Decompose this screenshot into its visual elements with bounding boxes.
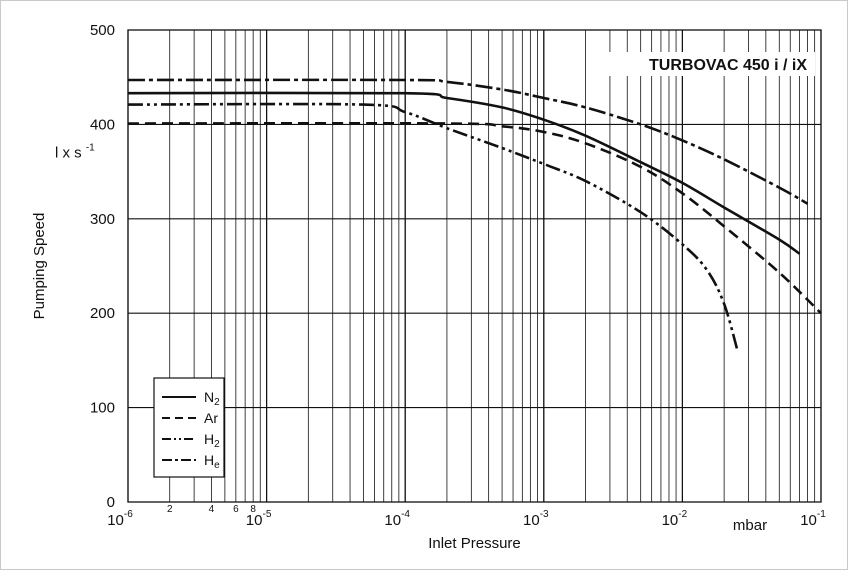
y-unit-exponent: -1 xyxy=(86,142,95,153)
legend-label-subscript: e xyxy=(214,460,220,471)
legend-label-base: Ar xyxy=(204,410,218,426)
x-tick-exponent: -5 xyxy=(262,509,271,520)
y-tick-label: 300 xyxy=(90,211,115,228)
y-unit-base: l x s xyxy=(55,144,82,161)
series-line-he xyxy=(127,78,809,205)
x-tick-base: 10 xyxy=(662,512,679,529)
x-tick-base: 10 xyxy=(523,512,540,529)
x-tick-label: 10-4 xyxy=(384,509,410,529)
minor-gridlines xyxy=(169,30,816,502)
x-minor-tick-label: 4 xyxy=(209,504,215,515)
legend-label: H2 xyxy=(204,431,220,450)
plot-border xyxy=(127,29,822,503)
series-line-n2 xyxy=(127,91,801,255)
x-tick-exponent: -4 xyxy=(401,509,410,520)
legend-label: N2 xyxy=(204,389,220,408)
y-axis-unit: l x s -1 xyxy=(55,142,95,161)
x-tick-labels: 10-6 10-5 10-4 10-3 10-2 10-12 4 6 8 xyxy=(107,504,826,529)
x-tick-base: 10 xyxy=(384,512,401,529)
x-tick-label: 10-2 xyxy=(662,509,688,529)
y-tick-labels: 0 100 200 300 400 500 xyxy=(90,22,115,511)
x-tick-base: 10 xyxy=(246,512,263,529)
chart-title-background xyxy=(589,52,815,76)
legend-label-base: H xyxy=(204,452,214,468)
y-axis-title: Pumping Speed xyxy=(31,213,48,320)
x-tick-exponent: -3 xyxy=(540,509,549,520)
legend-label-subscript: 2 xyxy=(214,439,220,450)
x-tick-label: 10-3 xyxy=(523,509,549,529)
chart-title: TURBOVAC 450 i / iX xyxy=(649,57,807,74)
major-gridlines xyxy=(127,30,822,502)
x-tick-exponent: -1 xyxy=(817,509,826,520)
series-line-ar xyxy=(127,121,822,315)
legend-label: He xyxy=(204,452,220,471)
x-tick-label: 10-5 xyxy=(246,509,272,529)
x-axis-title: Inlet Pressure xyxy=(428,535,521,552)
series-line-h2 xyxy=(127,102,739,352)
x-tick-label: 10-1 xyxy=(800,509,826,529)
legend-label-base: H xyxy=(204,431,214,447)
series-layer xyxy=(127,78,822,352)
y-tick-label: 400 xyxy=(90,116,115,133)
x-minor-tick-label: 2 xyxy=(167,504,173,515)
x-tick-base: 10 xyxy=(800,512,817,529)
x-minor-tick-label: 8 xyxy=(250,504,256,515)
x-tick-label: 10-6 xyxy=(107,509,133,529)
x-tick-base: 10 xyxy=(107,512,124,529)
x-tick-exponent: -6 xyxy=(124,509,133,520)
y-tick-label: 500 xyxy=(90,22,115,39)
legend-label-subscript: 2 xyxy=(214,397,220,408)
y-tick-label: 200 xyxy=(90,305,115,322)
x-minor-tick-label: 6 xyxy=(233,504,239,515)
legend-label-base: N xyxy=(204,389,214,405)
x-axis-unit: mbar xyxy=(733,517,767,534)
y-tick-label: 100 xyxy=(90,400,115,417)
legend-label: Ar xyxy=(204,410,218,426)
y-tick-label: 0 xyxy=(107,494,115,511)
x-tick-exponent: -2 xyxy=(678,509,687,520)
